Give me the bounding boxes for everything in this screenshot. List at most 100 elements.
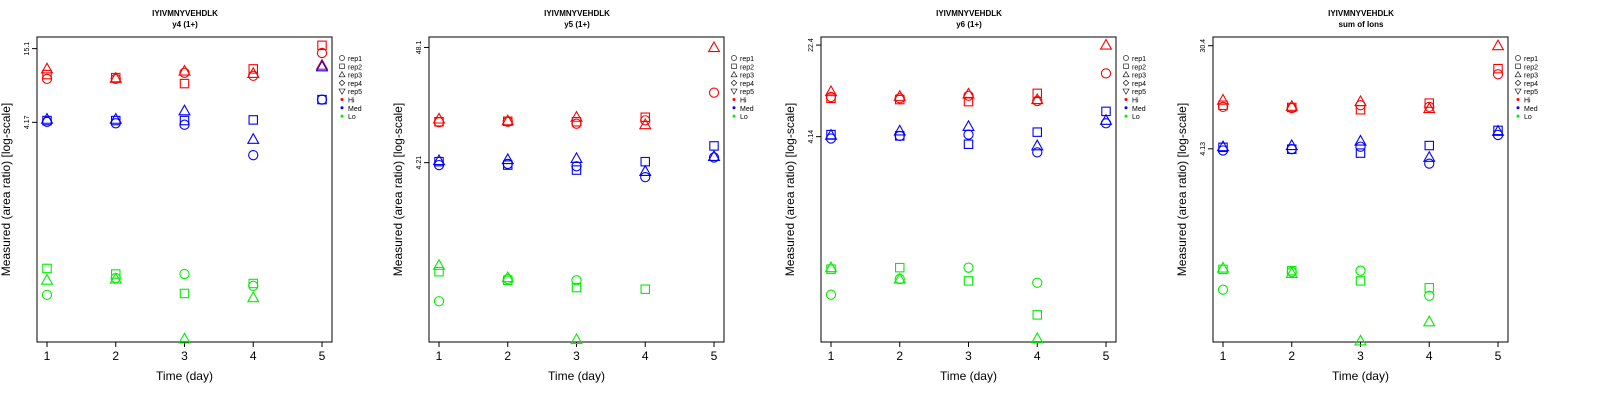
data-point-hi-rep1 [1032, 95, 1043, 107]
data-point-lo-rep1 [1424, 290, 1435, 301]
data-point-med-rep3 [570, 151, 583, 164]
data-point-med-rep1 [316, 94, 328, 105]
data-point-hi-rep3 [1422, 101, 1436, 114]
x-tick-label: 4 [1034, 349, 1041, 363]
data-point-med-rep3 [824, 128, 838, 140]
data-point-lo-rep1 [179, 268, 190, 280]
legend-label-med: Med [1524, 106, 1538, 113]
data-point-lo-rep2 [1355, 276, 1366, 286]
x-tick-label: 1 [1220, 349, 1227, 363]
data-point-lo-rep2 [248, 278, 259, 289]
y-tick-label: 30.4 [1200, 39, 1207, 53]
data-point-lo-rep3 [246, 290, 260, 303]
data-point-lo-rep1 [248, 280, 259, 291]
legend-symbol-rep3 [1514, 70, 1522, 78]
data-point-med-rep3 [432, 153, 446, 166]
legend-symbol-rep5 [730, 88, 738, 95]
data-point-med-rep3 [1422, 150, 1436, 162]
data-point-lo-rep2 [1424, 283, 1435, 293]
data-point-hi-rep1 [316, 47, 328, 59]
chart-panel-3: IYIVMNYVEHDLK y6 (1+) 1 2 3 4 5 Time (day) 22.4 4… [783, 9, 1146, 383]
x-tick-label: 5 [1495, 349, 1502, 363]
legend-label-rep3: rep3 [740, 73, 754, 80]
data-point-med-rep2 [640, 156, 650, 167]
data-point-lo-rep2 [640, 284, 650, 294]
chart-panel-4: IYIVMNYVEHDLK sum of Ions 1 2 3 4 5 Time (day) 3… [1175, 9, 1538, 383]
data-point-lo-rep2 [179, 288, 190, 299]
data-point-med-rep1 [708, 152, 720, 163]
legend-dot-med [1516, 106, 1520, 110]
legend-label-lo: Lo [1132, 114, 1140, 121]
data-point-lo-rep3 [1216, 261, 1230, 273]
legend-shape-rep5 [1122, 88, 1130, 95]
data-point-lo-rep2 [1287, 265, 1297, 276]
plot-frame [1212, 36, 1509, 343]
data-point-hi-rep3 [178, 64, 191, 76]
legend-label-hi: Hi [1132, 98, 1139, 105]
y-tick-label: 15.1 [24, 42, 31, 56]
legend-label-rep4: rep4 [348, 81, 362, 88]
legend-symbol-rep1 [1123, 55, 1129, 61]
data-point-med-rep3 [178, 104, 191, 116]
y-axis-label: Measured (area ratio) [log-scale] [0, 103, 13, 276]
data-point-hi-rep2 [1424, 98, 1435, 108]
data-point-med-rep3 [109, 112, 123, 124]
y-tick-label: 4.14 [808, 130, 815, 144]
data-point-hi-rep3 [40, 62, 54, 74]
legend-shape-rep2 [731, 63, 737, 69]
data-point-med-rep2 [1424, 140, 1435, 151]
chart-subtitle: y5 (1+) [564, 20, 590, 29]
data-point-med-rep3 [1216, 140, 1230, 152]
y-tick-label: 4.17 [24, 115, 31, 129]
chart-panel-1: IYIVMNYVEHDLK y4 (1+) 1 2 3 4 5 Time (day) 15.1 4… [0, 9, 362, 383]
y-tick-label: 22.4 [808, 38, 815, 52]
legend-label-rep4: rep4 [740, 81, 754, 88]
data-point-med-rep2 [1032, 127, 1043, 137]
plot-frame [36, 36, 333, 343]
legend-dot-lo [340, 114, 344, 118]
x-axis-label: Time (day) [940, 369, 997, 383]
legend-shape-rep5 [730, 88, 738, 95]
data-point-hi-rep3 [824, 84, 838, 97]
legend-dot-med [1124, 106, 1128, 110]
data-point-hi-rep3 [962, 87, 975, 99]
data-point-lo-rep3 [1354, 334, 1367, 346]
legend-dot-med [340, 106, 344, 110]
legend-label-hi: Hi [348, 98, 355, 105]
legend-symbol-rep2 [1515, 63, 1521, 69]
data-point-lo-rep1 [825, 289, 837, 300]
legend-symbol-rep3 [338, 70, 346, 78]
data-point-lo-rep3 [501, 270, 515, 283]
data-point-hi-rep3 [638, 117, 652, 130]
data-point-lo-rep3 [1030, 331, 1044, 344]
data-point-hi-rep3 [1216, 93, 1230, 105]
data-point-lo-rep1 [1217, 284, 1229, 295]
legend-symbol-rep2 [339, 63, 345, 69]
legend-shape-rep3 [1122, 70, 1130, 78]
data-point-med-rep3 [1491, 124, 1505, 136]
x-tick-label: 3 [1357, 349, 1364, 363]
chart-title: IYIVMNYVEHDLK [936, 9, 1002, 18]
data-point-med-rep2 [963, 139, 974, 150]
legend-symbol-rep4 [1122, 79, 1130, 87]
legend-label-lo: Lo [1524, 114, 1532, 121]
data-point-hi-rep2 [317, 40, 327, 51]
legend-shape-rep2 [1123, 63, 1129, 69]
data-point-hi-rep2 [1218, 100, 1228, 111]
data-point-lo-rep1 [41, 289, 53, 301]
legend-dot-lo [1516, 114, 1520, 118]
y-axis-label: Measured (area ratio) [log-scale] [783, 103, 797, 276]
data-point-hi-rep3 [246, 66, 260, 78]
legend-dot-hi [1124, 98, 1128, 101]
x-tick-label: 5 [1103, 349, 1110, 363]
legend-dot-hi [1516, 98, 1520, 101]
data-point-med-rep2 [248, 115, 259, 125]
data-point-hi-rep2 [640, 112, 650, 122]
data-point-med-rep2 [709, 141, 719, 151]
data-point-hi-rep3 [707, 40, 721, 53]
data-point-lo-rep1 [1032, 277, 1043, 288]
data-point-med-rep1 [1032, 147, 1043, 158]
data-point-hi-rep1 [708, 87, 720, 98]
